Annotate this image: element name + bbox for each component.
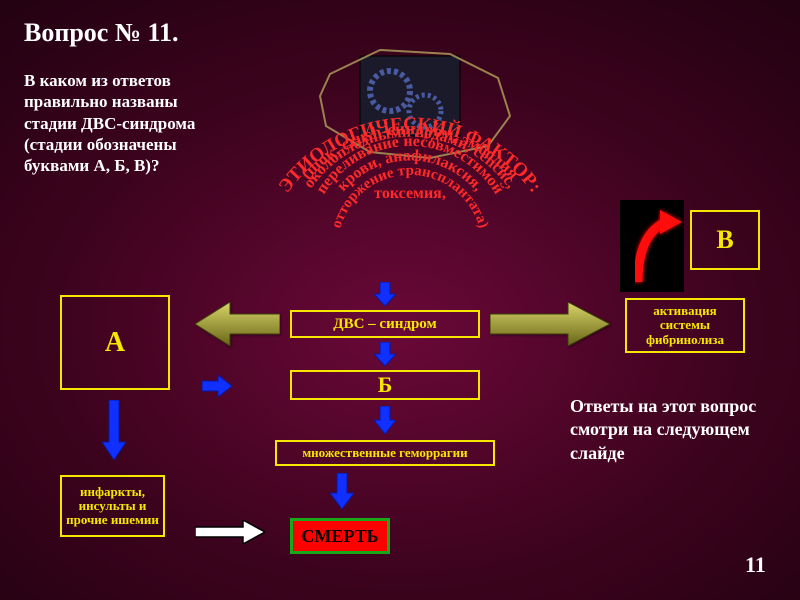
arrow-down-icon (374, 282, 396, 306)
option-a-label: А (105, 327, 125, 359)
dvs-box: ДВС – синдром (290, 310, 480, 338)
hemorrhages-box: множественные геморрагии (275, 440, 495, 466)
option-v-label: В (716, 225, 733, 255)
page-title: Вопрос № 11. (24, 18, 179, 48)
ischemia-box: инфаркты, инсульты и прочие ишемии (60, 475, 165, 537)
red-curve-arrow-icon (620, 200, 684, 297)
arrow-down-icon (102, 400, 126, 460)
answers-note: Ответы на этот вопрос смотри на следующе… (570, 395, 780, 465)
death-label: СМЕРТЬ (301, 526, 378, 547)
death-box: СМЕРТЬ (290, 518, 390, 554)
option-b-label: Б (378, 372, 393, 398)
arrow-right-icon (490, 302, 610, 351)
ischemia-label: инфаркты, инсульты и прочие ишемии (62, 485, 163, 528)
option-b-box: Б (290, 370, 480, 400)
fibrinolysis-label: активация системы фибринолиза (627, 304, 743, 347)
arrow-right-icon (195, 520, 265, 549)
option-v-box: В (690, 210, 760, 270)
fibrinolysis-box: активация системы фибринолиза (625, 298, 745, 353)
arrow-down-icon (374, 342, 396, 366)
arc-line-4: токсемия, (374, 185, 446, 202)
option-a-box: А (60, 295, 170, 390)
arrow-down-icon (374, 406, 396, 434)
arrow-down-icon (330, 473, 354, 509)
question-text: В каком из ответов правильно названы ста… (24, 70, 214, 176)
page-number: 11 (745, 552, 766, 578)
etiology-arc: ЭТИОЛОГИЧЕСКИЙ ФАКТОР: (шок, crush-синдр… (230, 56, 590, 306)
arrow-left-icon (195, 302, 280, 351)
arrow-right-icon (202, 375, 232, 397)
dvs-label: ДВС – синдром (333, 316, 436, 333)
hemorrhages-label: множественные геморрагии (302, 445, 467, 461)
